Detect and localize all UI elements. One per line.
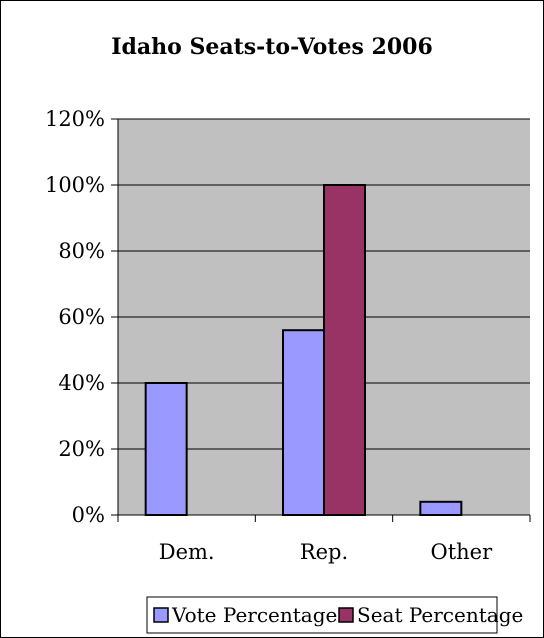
bar-seat-percentage-rep [323,184,366,516]
legend-label-seat-percentage: Seat Percentage [357,603,523,627]
legend-swatch-vote-percentage [153,607,169,623]
y-tick-label-0: 0% [72,503,105,527]
legend-label-vote-percentage: Vote Percentage [171,603,337,627]
y-tick-label-3: 60% [58,305,105,329]
x-tick-label-other: Other [431,540,494,564]
y-tick-label-6: 120% [45,107,105,131]
legend: Vote Percentage Seat Percentage [146,596,523,634]
y-tick-label-4: 80% [58,239,105,263]
legend-box [146,596,498,634]
y-tick-label-5: 100% [45,173,105,197]
chart-title: Idaho Seats-to-Votes 2006 [111,34,433,60]
x-tick-label-rep: Rep. [300,540,348,564]
legend-swatch-seat-percentage [338,607,354,623]
y-tick-label-1: 20% [58,437,105,461]
bar-vote-percentage-rep [282,329,325,517]
bar-vote-percentage-other [419,500,463,516]
bar-vote-percentage-dem [144,382,188,516]
y-tick-label-2: 40% [58,371,105,395]
plot-area: 0% 20% 40% 60% 80% 100% 120% Dem. Rep. Other [45,107,531,564]
x-tick-label-dem: Dem. [159,540,215,564]
